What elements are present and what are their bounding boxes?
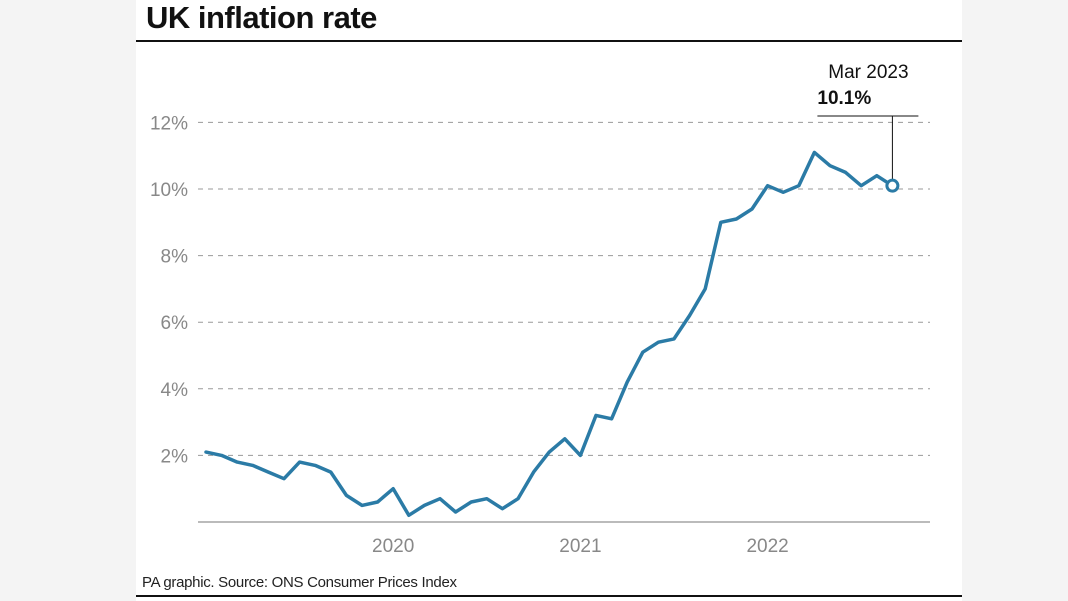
- latest-point-marker: [885, 178, 900, 193]
- y-tick-label: 12%: [150, 113, 188, 134]
- latest-value-annotation: Mar 2023 10.1%: [817, 62, 919, 193]
- y-axis-tick-labels: 2% 4% 6% 8% 10% 12%: [150, 113, 188, 467]
- grid-lines: [198, 121, 930, 456]
- y-tick-label: 6%: [161, 313, 189, 334]
- y-tick-label: 10%: [150, 180, 188, 201]
- x-tick-label: 2020: [372, 536, 414, 557]
- line-chart: 2% 4% 6% 8% 10% 12% 2020 2021 2022 Mar 2023 10.…: [150, 62, 930, 557]
- bottom-divider: [136, 595, 962, 597]
- chart-panel: UK inflation rate 2% 4% 6% 8% 10% 12% 2020 202…: [136, 0, 962, 601]
- y-tick-label: 4%: [161, 380, 189, 401]
- annotation-date: Mar 2023: [828, 62, 908, 83]
- chart-title: UK inflation rate: [146, 0, 377, 35]
- x-axis-tick-labels: 2020 2021 2022: [372, 536, 789, 557]
- x-tick-label: 2022: [746, 536, 788, 557]
- source-note: PA graphic. Source: ONS Consumer Prices …: [142, 574, 457, 591]
- y-tick-label: 2%: [161, 446, 189, 467]
- title-divider: [136, 40, 962, 42]
- x-tick-label: 2021: [559, 536, 601, 557]
- inflation-series-line: [204, 150, 895, 518]
- y-tick-label: 8%: [161, 247, 189, 268]
- annotation-value: 10.1%: [817, 88, 871, 109]
